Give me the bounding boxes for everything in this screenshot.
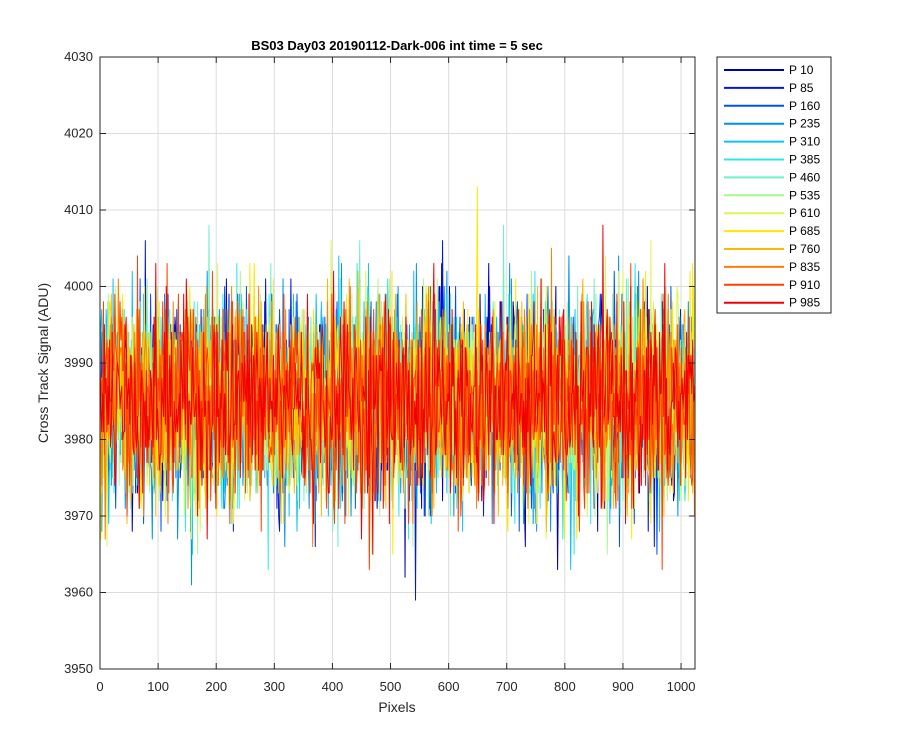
- legend-items: P 10 P 85 P 160 P 235 P 310 P 385 P 460 P 535 P …: [724, 63, 820, 310]
- legend-label: P 760: [789, 242, 820, 256]
- x-tick-label: 200: [205, 679, 227, 694]
- legend-label: P 160: [789, 99, 820, 113]
- x-tick-label: 600: [438, 679, 460, 694]
- legend-label: P 385: [789, 153, 820, 167]
- x-tick-label: 1000: [667, 679, 696, 694]
- legend-label: P 835: [789, 260, 820, 274]
- y-tick-label: 3950: [64, 661, 93, 676]
- x-tick-label: 0: [96, 679, 103, 694]
- series-line-p985: [100, 224, 695, 555]
- y-tick-label: 4030: [64, 49, 93, 64]
- legend-label: P 535: [789, 188, 820, 202]
- y-tick-label: 3970: [64, 508, 93, 523]
- x-tick-label: 300: [263, 679, 285, 694]
- legend-label: P 235: [789, 117, 820, 131]
- x-tick-label: 500: [380, 679, 402, 694]
- series-group: [100, 186, 695, 601]
- axis-ticks: 0 100 200 300 400 500 600 700 800 900 1000 3950 3960…: [64, 49, 695, 694]
- x-tick-label: 900: [612, 679, 634, 694]
- y-tick-label: 4010: [64, 202, 93, 217]
- y-tick-label: 3990: [64, 355, 93, 370]
- legend-box: [716, 56, 832, 314]
- legend-label: P 985: [789, 296, 820, 310]
- x-tick-label: 700: [496, 679, 518, 694]
- legend: P 10 P 85 P 160 P 235 P 310 P 385 P 460 P 535 P …: [716, 56, 832, 314]
- legend-label: P 685: [789, 224, 820, 238]
- y-axis-label: Cross Track Signal (ADU): [35, 283, 51, 443]
- legend-label: P 10: [789, 63, 814, 77]
- legend-label: P 310: [789, 135, 820, 149]
- x-tick-label: 100: [147, 679, 169, 694]
- y-tick-label: 3980: [64, 432, 93, 447]
- y-tick-label: 3960: [64, 585, 93, 600]
- x-tick-label: 800: [554, 679, 576, 694]
- x-tick-label: 400: [322, 679, 344, 694]
- legend-label: P 610: [789, 206, 820, 220]
- legend-label: P 85: [789, 81, 814, 95]
- y-tick-label: 4020: [64, 126, 93, 141]
- plot-area: 0 100 200 300 400 500 600 700 800 900 1000 3950 3960…: [64, 49, 695, 694]
- chart-title: BS03 Day03 20190112-Dark-006 int time = …: [251, 38, 543, 53]
- series-line-p910: [100, 255, 695, 571]
- legend-label: P 910: [789, 278, 820, 292]
- legend-label: P 460: [789, 170, 820, 184]
- y-tick-label: 4000: [64, 279, 93, 294]
- x-axis-label: Pixels: [378, 699, 415, 715]
